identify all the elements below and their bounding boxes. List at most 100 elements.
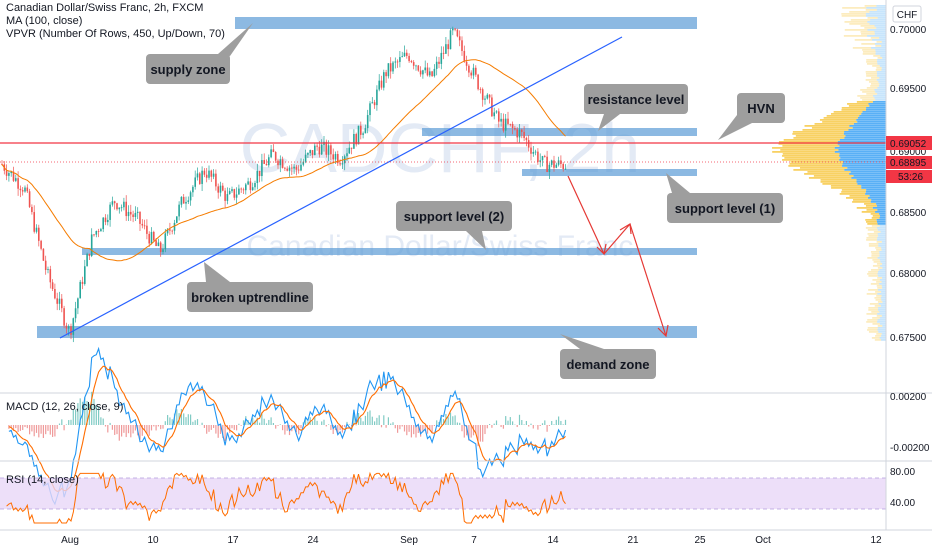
vp-bar-down	[879, 311, 886, 313]
callout-support1[interactable]: support level (1)	[666, 173, 783, 223]
candle-body	[385, 72, 387, 77]
candle-body	[10, 171, 12, 174]
ma-legend[interactable]: MA (100, close)	[6, 15, 83, 27]
callout-support2[interactable]: support level (2)	[396, 201, 512, 250]
vp-bar-down	[878, 275, 886, 277]
candle-body	[297, 169, 300, 171]
candle-body	[222, 185, 224, 191]
vp-bar-down	[850, 171, 886, 173]
candle-body	[541, 156, 544, 161]
vp-bar-down	[875, 91, 886, 93]
vp-bar-up	[833, 111, 863, 113]
vp-bar-down	[877, 229, 886, 231]
macd-hist-bar	[555, 419, 557, 425]
currency-badge[interactable]	[892, 5, 922, 23]
candle-body	[86, 253, 88, 267]
macd-hist-bar	[180, 408, 182, 425]
macd-hist-bar	[505, 416, 507, 425]
vp-bar-down	[877, 237, 886, 239]
macd-hist-bar	[537, 425, 539, 430]
callout-hvn[interactable]: HVN	[718, 93, 785, 140]
macd-hist-bar	[222, 425, 224, 439]
resistance-band[interactable]	[422, 128, 697, 136]
candle-body	[279, 159, 282, 166]
macd-hist-bar	[38, 425, 40, 438]
vp-bar-up	[854, 39, 872, 41]
vp-bar-up	[864, 27, 877, 29]
callout-resistance[interactable]: resistance level	[584, 84, 688, 131]
vp-bar-down	[879, 251, 886, 253]
macd-hist-bar	[479, 425, 481, 442]
vp-bar-up	[876, 249, 882, 251]
demand-zone-band[interactable]	[37, 326, 697, 338]
macd-hist-bar	[454, 415, 456, 425]
vp-bar-down	[878, 307, 886, 309]
callout-demand-zone[interactable]: demand zone	[560, 334, 656, 379]
vp-bar-up	[867, 319, 878, 321]
macd-hist-bar	[431, 425, 433, 433]
vp-bar-down	[842, 163, 886, 165]
vp-bar-up	[804, 125, 850, 127]
candle-body	[440, 52, 443, 64]
candle-body	[81, 281, 84, 284]
callout-supply-zone[interactable]: supply zone	[146, 23, 253, 84]
macd-hist-bar	[463, 425, 465, 438]
vp-bar-up	[841, 189, 867, 191]
vp-bar-up	[860, 89, 875, 91]
candle-body	[366, 115, 369, 129]
macd-hist-bar	[560, 420, 562, 425]
macd-line	[8, 346, 567, 506]
vp-bar-down	[876, 27, 886, 29]
candle-body	[288, 167, 291, 171]
vp-bar-up	[874, 305, 881, 307]
supply-zone-band[interactable]	[235, 17, 697, 29]
macd-hist-bar	[196, 419, 199, 425]
macd-hist-bar	[530, 423, 532, 425]
macd-hist-bar	[148, 425, 150, 436]
vp-bar-down	[881, 285, 886, 287]
vp-bar-up	[862, 99, 876, 101]
rsi-legend[interactable]: RSI (14, close)	[6, 474, 79, 486]
candle-body	[189, 192, 192, 201]
vp-bar-down	[875, 51, 886, 53]
macd-hist-bar	[500, 425, 502, 428]
callout-broken-trend[interactable]: broken uptrendline	[187, 262, 313, 312]
macd-hist-bar	[523, 424, 525, 425]
vp-bar-up	[783, 139, 840, 141]
vp-bar-up	[867, 327, 878, 329]
vpvr-legend[interactable]: VPVR (Number Of Rows, 450, Up/Down, 70)	[6, 28, 225, 40]
support2-band[interactable]	[82, 248, 697, 255]
macd-hist-bar	[123, 425, 125, 433]
vp-bar-up	[847, 103, 869, 105]
macd-hist-bar	[436, 420, 438, 425]
candle-body	[309, 150, 311, 154]
last-price-tag[interactable]: 0.68895 53:26	[886, 156, 932, 183]
candle-body	[511, 123, 514, 128]
candle-body	[134, 212, 137, 217]
chart-title[interactable]: Canadian Dollar/Swiss Franc, 2h, FXCM	[6, 2, 204, 14]
vp-bar-down	[877, 61, 886, 63]
vp-bar-down	[881, 45, 886, 47]
vp-bar-down	[856, 119, 886, 121]
vp-bar-down	[845, 135, 886, 137]
macd-hist-bar	[353, 413, 355, 425]
vp-bar-up	[849, 195, 870, 197]
candle-body	[54, 289, 56, 299]
macd-hist-bar	[157, 425, 159, 427]
macd-legend[interactable]: MACD (12, 26, close, 9)	[6, 401, 124, 413]
vp-bar-up	[876, 41, 882, 43]
macd-hist-bar	[449, 412, 452, 425]
candle-body	[194, 177, 196, 187]
macd-hist-bar	[139, 425, 141, 440]
vp-bar-up	[792, 133, 844, 135]
candle-body	[40, 240, 42, 249]
vp-bar-up	[872, 65, 880, 67]
vp-bar-down	[879, 83, 886, 85]
macd-hist-bar	[551, 421, 553, 425]
vp-bar-up	[872, 259, 880, 261]
uptrend-line[interactable]	[59, 36, 623, 339]
red-level-tag[interactable]: 0.69052	[886, 136, 932, 150]
macd-hist-bar	[528, 425, 530, 427]
support1-band[interactable]	[522, 169, 697, 176]
